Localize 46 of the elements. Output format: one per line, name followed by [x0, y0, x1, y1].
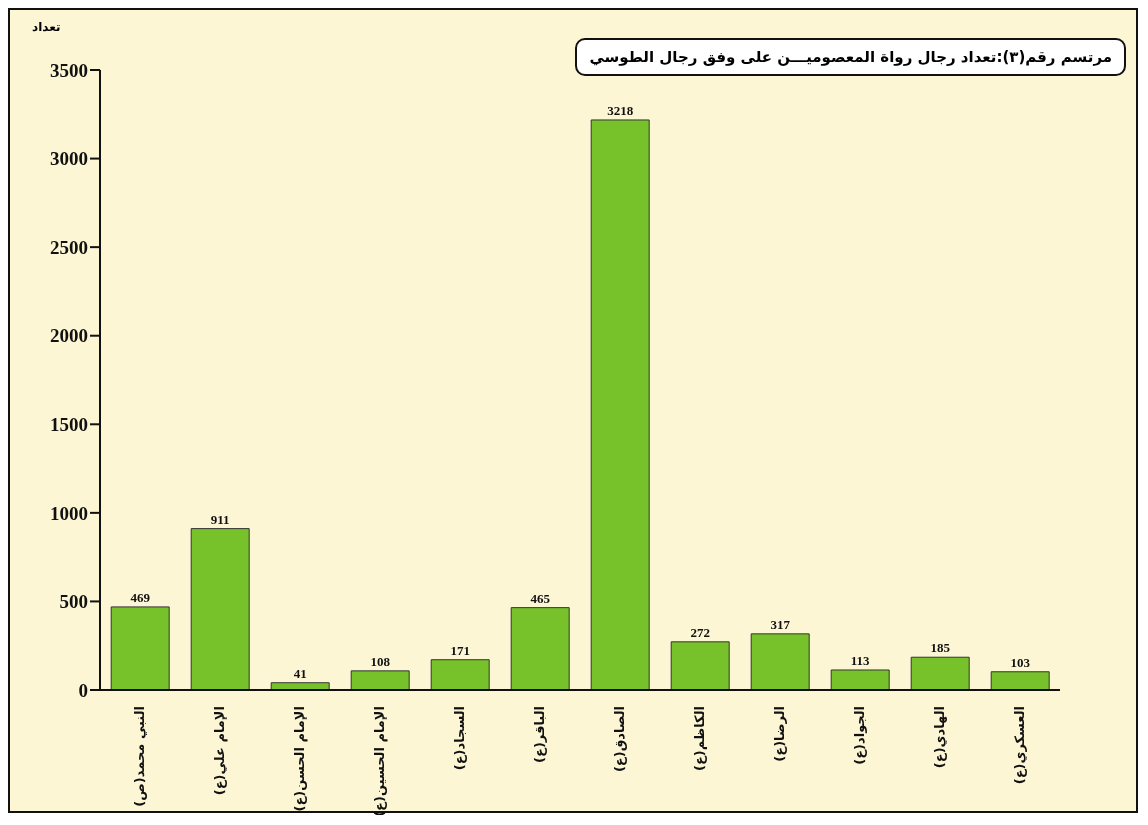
data-label: 113	[850, 652, 871, 668]
data-label: 41	[293, 665, 307, 681]
y-tick-label: 500	[59, 591, 88, 613]
bar	[670, 641, 730, 690]
data-label: 171	[450, 642, 470, 658]
data-label: 103	[1010, 654, 1031, 670]
data-label: 317	[770, 616, 791, 632]
x-tick-label: الصادق(ع)	[611, 706, 627, 773]
bar	[590, 119, 650, 690]
x-tick-label: الإمام الحسين(ع)	[371, 706, 388, 817]
chart-title: مرتسم رقم(٣):تعداد رجال رواة المعصوميـــن على وفق رجال الطوسي	[575, 38, 1126, 76]
y-tick-label: 1500	[50, 414, 88, 436]
x-tick-label: الباقر(ع)	[531, 706, 547, 763]
y-tick-label: 2000	[50, 325, 88, 347]
y-tick-label: 3500	[50, 59, 88, 81]
y-tick-label: 1000	[50, 502, 88, 524]
bar	[750, 633, 810, 690]
data-label: 465	[530, 590, 551, 606]
bar	[270, 682, 330, 690]
data-label: 272	[690, 624, 710, 640]
bar	[990, 671, 1050, 690]
x-tick-label: النبي محمد(ص)	[131, 706, 147, 807]
bar	[350, 670, 410, 690]
x-tick-label: الإمام علي(ع)	[211, 706, 228, 796]
data-label: 911	[210, 511, 230, 527]
x-tick-label: الكاظم(ع)	[691, 706, 707, 771]
y-axis-title: تعداد	[32, 20, 61, 34]
bar	[190, 528, 250, 690]
x-tick-label: الإمام الحسن(ع)	[291, 706, 308, 812]
bar	[830, 669, 890, 690]
x-tick-label: الجواد(ع)	[851, 706, 867, 765]
x-tick-label: الهادي(ع)	[931, 706, 947, 769]
bar	[910, 656, 970, 690]
data-label: 185	[930, 640, 951, 656]
y-tick-label: 3000	[50, 148, 88, 170]
bar	[430, 659, 490, 690]
bar	[510, 607, 570, 690]
x-tick-label: العسكري(ع)	[1011, 706, 1027, 785]
bar	[110, 606, 170, 690]
y-tick-label: 0	[78, 679, 88, 701]
x-tick-label: الرضا(ع)	[771, 706, 787, 762]
data-label: 469	[130, 589, 151, 605]
data-label: 108	[370, 653, 391, 669]
y-tick-label: 2500	[50, 236, 88, 258]
data-label: 3218	[607, 102, 634, 118]
x-tick-label: السجاد(ع)	[451, 706, 467, 771]
